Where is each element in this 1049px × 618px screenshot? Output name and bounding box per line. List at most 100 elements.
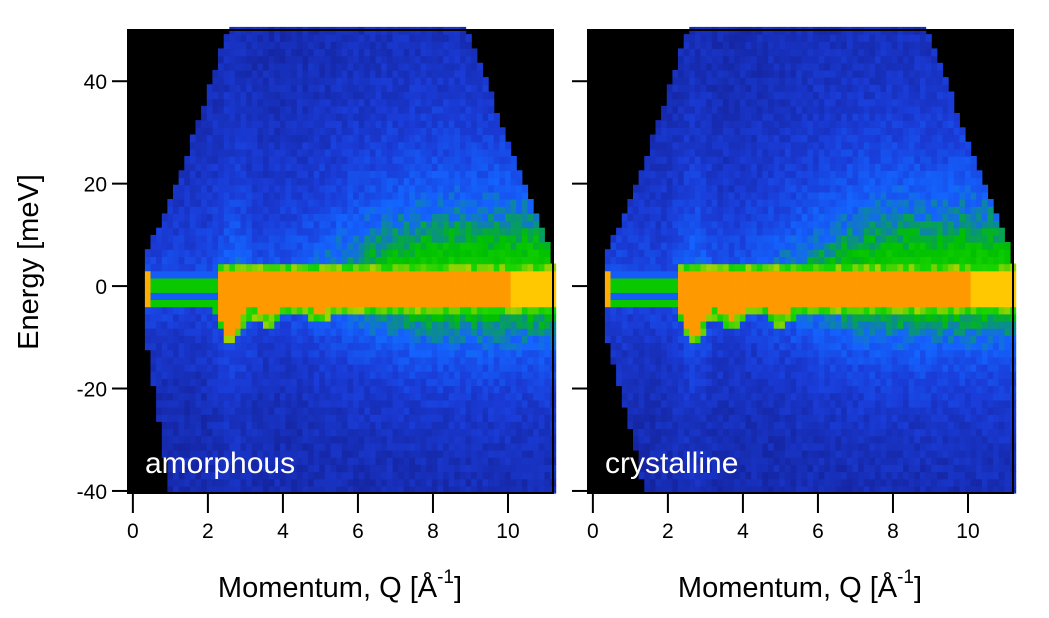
heatmap-cell [493,356,500,365]
heatmap-cell [959,428,966,437]
heatmap-cell [330,442,337,451]
heatmap-cell [852,442,859,451]
heatmap-cell [189,421,197,430]
heatmap-cell [375,435,382,444]
heatmap-cell [369,356,377,365]
heatmap-cell [364,421,371,430]
heatmap-cell [308,471,315,480]
heatmap-cell [409,363,416,372]
heatmap-cell [516,256,523,265]
heatmap-cell [279,328,287,336]
heatmap-cell [330,485,337,494]
heatmap-cell [807,442,814,451]
heatmap-cell [285,335,292,344]
heatmap-cell [488,306,495,315]
heatmap-cell [381,55,388,64]
heatmap-cell [353,213,360,222]
heatmap-cell [364,249,371,257]
heatmap-cell [274,234,281,243]
heatmap-cell [324,98,332,107]
heatmap-cell [302,356,309,365]
heatmap-cell [476,84,484,93]
heatmap-cell [493,471,500,480]
heatmap-cell [341,34,348,42]
heatmap-cell [801,421,808,430]
heatmap-cell [285,385,292,394]
heatmap-cell [443,414,450,422]
heatmap-cell [420,335,427,344]
heatmap-cell [448,105,455,114]
heatmap-cell [212,485,219,494]
heatmap-cell [942,435,949,444]
heatmap-cell [756,421,763,430]
heatmap-cell [398,392,405,401]
heatmap-cell [521,335,529,344]
heatmap-cell [448,91,455,100]
heatmap-cell [510,213,517,222]
heatmap-cell [257,55,264,64]
heatmap-cell [734,421,741,430]
heatmap-cell [319,41,326,50]
heatmap-cell [403,457,410,465]
heatmap-cell [813,407,820,415]
heatmap-cell [420,213,427,222]
heatmap-cell [976,457,983,465]
heatmap-cell [476,485,484,494]
heatmap-cell [538,385,545,394]
heatmap-cell [437,48,444,57]
heatmap-cell [880,407,887,415]
heatmap-cell [358,270,365,279]
heatmap-cell [364,392,371,401]
heatmap-cell [313,98,320,107]
heatmap-cell [448,55,455,64]
heatmap-cell [184,242,191,250]
heatmap-cell [482,156,489,164]
heatmap-cell [308,277,315,286]
heatmap-cell [386,464,393,473]
heatmap-cell [319,120,326,128]
heatmap-cell [510,478,517,487]
heatmap-cell [403,363,410,372]
heatmap-cell [274,206,281,214]
heatmap-cell [751,478,758,487]
heatmap-cell [454,457,461,465]
heatmap-cell [426,41,433,50]
heatmap-cell [302,263,309,272]
heatmap-cell [437,421,444,430]
heatmap-cell [993,442,1000,451]
heatmap-cell [341,98,348,107]
heatmap-cell [296,277,303,286]
heatmap-cell [897,450,904,458]
heatmap-cell [420,127,427,136]
heatmap-cell [369,69,377,78]
heatmap-cell [454,177,461,186]
heatmap-cell [403,170,410,179]
heatmap-cell [454,91,461,100]
heatmap-cell [403,263,410,272]
heatmap-cell [488,442,495,451]
heatmap-cell [201,471,208,480]
heatmap-cell [195,457,202,465]
heatmap-cell [302,371,309,379]
heatmap-cell [319,77,326,85]
heatmap-cell [403,249,410,257]
heatmap-cell [324,428,332,437]
heatmap-cell [161,392,168,401]
heatmap-cell [240,191,247,200]
heatmap-cell [336,442,343,451]
heatmap-cell [510,184,517,193]
heatmap-cell [375,220,382,229]
heatmap-cell [308,206,315,214]
heatmap-cell [465,335,472,344]
heatmap-cell [341,328,348,336]
heatmap-cell [431,213,438,222]
heatmap-cell [240,84,247,93]
heatmap-cell [544,277,551,286]
heatmap-cell [364,378,371,387]
heatmap-cell [936,428,944,437]
heatmap-cell [178,270,185,279]
heatmap-cell [189,392,197,401]
heatmap-cell [285,392,292,401]
heatmap-cell [415,98,422,107]
heatmap-cell [302,77,309,85]
